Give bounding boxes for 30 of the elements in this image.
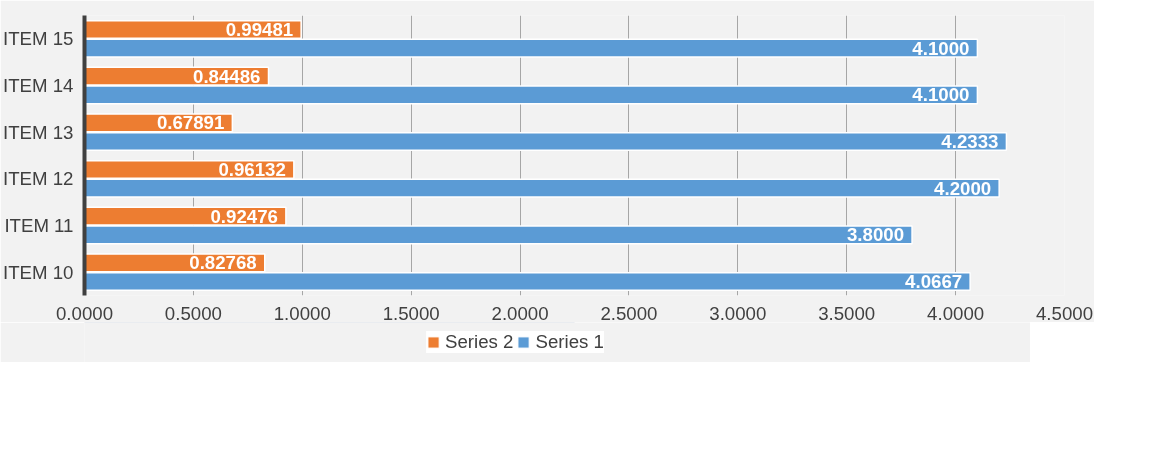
data-label: 3.8000 [846,224,905,246]
x-tick-label: 2.0000 [491,302,549,324]
data-label: 0.67891 [156,112,225,134]
legend-label: Series 1 [535,331,604,353]
data-label: 0.99481 [225,19,294,40]
data-label: 0.96132 [218,159,286,180]
legend-label: Series 2 [445,331,514,353]
y-tick-label: ITEM 10 [3,261,74,283]
x-tick-label: 4.0000 [927,302,985,324]
x-tick-label: 1.0000 [273,302,331,324]
data-label: 4.1000 [912,37,970,59]
x-tick-label: 2.5000 [600,302,658,324]
data-label: 0.92476 [210,205,278,227]
y-tick-label: ITEM 11 [4,215,74,236]
data-label: 4.1000 [912,84,970,106]
x-tick-label: 3.0000 [709,302,767,324]
data-label: 4.0667 [905,271,963,292]
x-tick-label: 1.5000 [382,302,440,324]
y-tick-label: ITEM 12 [3,168,74,190]
data-label: 4.2000 [934,177,992,199]
y-tick-label: ITEM 15 [3,28,74,50]
data-label: 0.82768 [189,252,257,274]
x-tick-label: 0.5000 [164,302,222,324]
x-tick-label: 3.5000 [818,302,876,324]
y-tick-label: ITEM 13 [3,121,74,143]
x-tick-label: 4.5000 [1035,302,1094,324]
y-tick-label: ITEM 14 [3,75,74,96]
data-label: 4.2333 [941,131,999,152]
data-label: 0.84486 [193,65,261,87]
x-tick-label: 0.0000 [55,302,114,324]
